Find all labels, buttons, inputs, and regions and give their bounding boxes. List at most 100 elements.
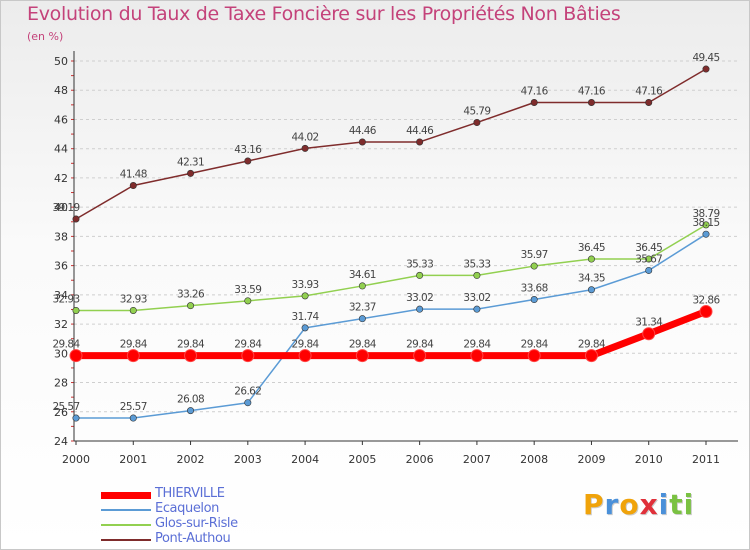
data-point [129,306,137,314]
data-point [72,414,80,422]
data-point [587,99,595,107]
y-tick-label: 50 [54,55,68,68]
data-point [473,119,481,127]
data-point [184,349,198,363]
logo-letter: o [619,488,640,521]
data-point [72,306,80,314]
data-label: 47.16 [635,86,663,98]
data-label: 33.02 [406,292,433,304]
data-label: 29.84 [578,339,606,351]
x-tick-label: 2000 [62,453,90,466]
data-label: 35.33 [406,258,433,270]
data-label: 33.26 [177,289,205,301]
legend-swatch [101,539,151,541]
data-point [355,349,369,363]
data-label: 25.57 [52,401,79,413]
data-label: 26.08 [177,394,204,406]
y-tick-label: 36 [54,260,68,273]
data-point [129,414,137,422]
data-label: 38.79 [692,208,719,220]
data-label: 36.45 [635,242,662,254]
data-label: 29.84 [120,339,148,351]
x-tick-label: 2007 [463,453,491,466]
data-label: 29.84 [234,339,262,351]
legend-label: THIERVILLE [155,486,225,501]
y-tick-label: 44 [54,143,68,156]
y-tick-label: 34 [54,289,68,302]
data-label: 39.19 [52,202,79,214]
y-tick-label: 28 [54,377,68,390]
legend-swatch [101,491,151,499]
data-label: 42.31 [177,156,204,168]
legend-swatch [101,524,151,526]
x-tick-label: 2010 [635,453,663,466]
y-tick-label: 32 [54,318,68,331]
data-point [473,305,481,313]
legend-label: Glos-sur-Risle [155,516,238,531]
data-point [358,282,366,290]
data-point [645,266,653,274]
data-point [642,327,656,341]
logo-letter: r [604,488,620,521]
y-tick-label: 30 [54,347,68,360]
data-label: 33.68 [521,283,548,295]
data-point [702,65,710,73]
data-label: 25.57 [120,401,147,413]
data-point [244,297,252,305]
data-label: 33.93 [292,279,319,291]
data-point [298,349,312,363]
data-point [702,221,710,229]
data-point [301,324,309,332]
chart-subtitle: (en %) [27,30,64,43]
series-line [75,68,707,220]
data-point [187,407,195,415]
data-label: 44.46 [349,125,377,137]
data-label: 29.84 [52,339,80,351]
data-label: 44.46 [406,125,434,137]
x-tick-label: 2004 [291,453,319,466]
data-label: 49.45 [692,52,719,64]
y-tick-label: 38 [54,230,68,243]
logo-letter: i [658,488,670,521]
data-point [358,315,366,323]
y-tick-label: 48 [54,84,68,97]
data-label: 35.33 [463,258,490,270]
y-tick-label: 46 [54,113,68,126]
y-tick-label: 40 [54,201,68,214]
data-label: 32.93 [120,293,147,305]
x-tick-label: 2011 [692,453,720,466]
data-label: 44.02 [292,131,319,143]
data-point [530,262,538,270]
y-tick-label: 26 [54,406,68,419]
data-label: 29.84 [521,339,549,351]
data-label: 29.84 [349,339,377,351]
data-point [69,349,83,363]
series-line [76,224,707,312]
data-point [244,399,252,407]
logo-letter: x [639,488,659,521]
logo-letter: i [683,488,695,521]
data-point [126,349,140,363]
data-point [473,271,481,279]
data-label: 32.93 [52,293,79,305]
data-point [584,349,598,363]
data-label: 35.67 [635,253,662,265]
data-point [470,349,484,363]
legend-swatch [101,509,151,511]
data-point [244,157,252,165]
data-point [645,99,653,107]
data-label: 45.79 [463,106,490,118]
legend-label: Pont-Authou [155,531,231,546]
x-tick-label: 2003 [234,453,262,466]
y-tick-label: 24 [54,435,68,448]
data-point [72,215,80,223]
x-tick-label: 2009 [577,453,605,466]
x-tick-label: 2005 [348,453,376,466]
data-point [416,271,424,279]
data-point [241,349,255,363]
data-point [645,255,653,263]
x-tick-label: 2008 [520,453,548,466]
data-point [416,138,424,146]
